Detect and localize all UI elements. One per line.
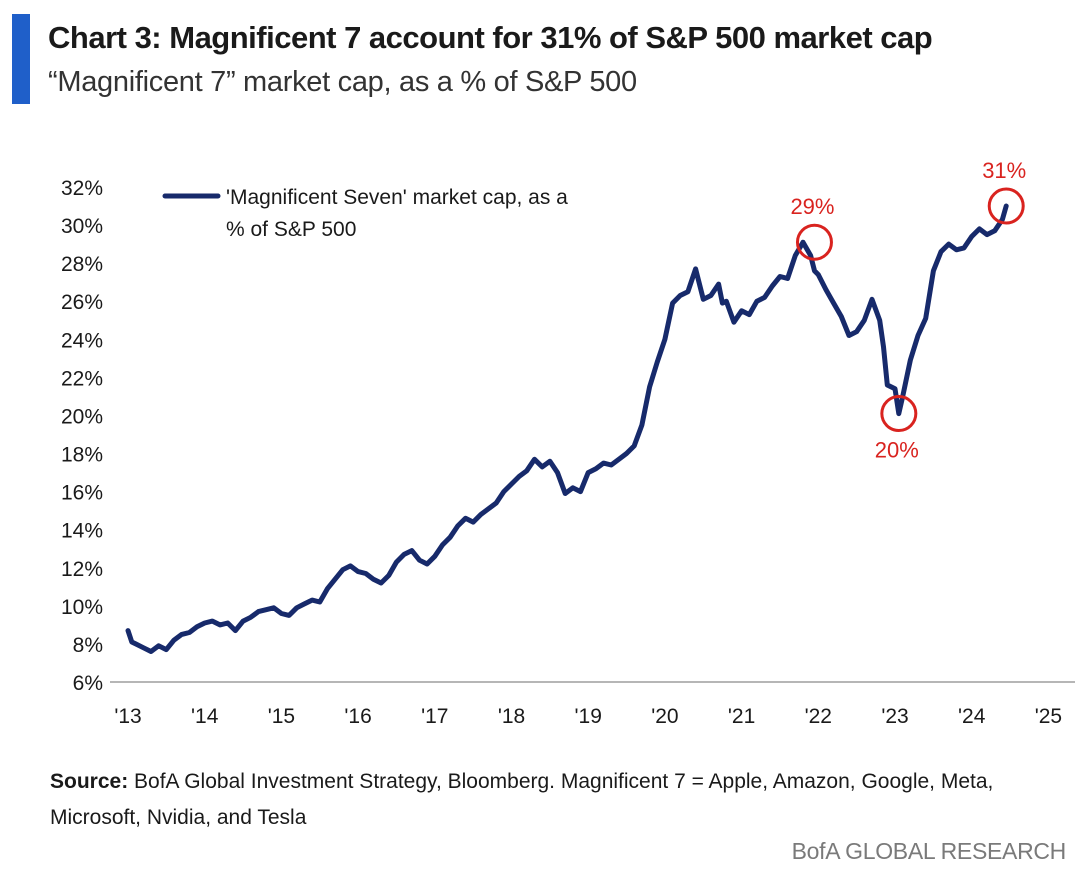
y-tick-label: 32% [61,177,103,200]
x-tick-label: '17 [421,705,448,728]
y-tick-label: 16% [61,482,103,505]
chart-subtitle: “Magnificent 7” market cap, as a % of S&… [48,66,637,98]
x-tick-label: '25 [1035,705,1062,728]
source-text: BofA Global Investment Strategy, Bloombe… [50,770,994,829]
y-tick-label: 28% [61,253,103,276]
x-tick-label: '16 [344,705,371,728]
annotation-circle [987,187,1025,225]
x-tick-label: '20 [651,705,678,728]
chart-title: Chart 3: Magnificent 7 account for 31% o… [48,20,933,55]
source-label: Source: [50,770,129,793]
annotation-circle [795,223,833,261]
series-line [125,203,1009,654]
annotation-label: 31% [982,158,1026,183]
source-note: Source: BofA Global Investment Strategy,… [50,764,1040,836]
line-chart: 6% 8% 10% 12% 14% 16% 18% 20% 22% 24% 26% 28% 30% 32%… [61,158,1075,728]
y-tick-label: 22% [61,367,103,390]
x-tick-label: '21 [728,705,755,728]
y-tick-label: 6% [73,672,103,695]
x-tick-label: '23 [881,705,908,728]
x-tick-label: '19 [575,705,602,728]
x-tick-label: '24 [958,705,986,728]
y-tick-label: 24% [61,329,103,352]
annotation-label: 29% [790,194,834,219]
accent-bar [12,14,30,104]
x-tick-label: '22 [805,705,832,728]
y-tick-label: 18% [61,444,103,467]
x-tick-label: '18 [498,705,525,728]
legend-label: 'Magnificent Seven' market cap, as a [226,186,568,209]
y-tick-label: 10% [61,596,103,619]
brand-footer: BofA GLOBAL RESEARCH [791,838,1067,864]
y-tick-label: 30% [61,215,103,238]
x-tick-label: '13 [114,705,141,728]
y-tick-label: 8% [73,634,103,657]
x-tick-label: '14 [191,705,219,728]
y-tick-label: 12% [61,558,103,581]
annotation-label: 20% [875,438,919,463]
y-tick-label: 26% [61,291,103,314]
annotation-circle [880,395,918,433]
y-tick-label: 14% [61,520,103,543]
x-tick-label: '15 [268,705,295,728]
legend-label: % of S&P 500 [226,218,356,241]
y-tick-label: 20% [61,405,103,428]
